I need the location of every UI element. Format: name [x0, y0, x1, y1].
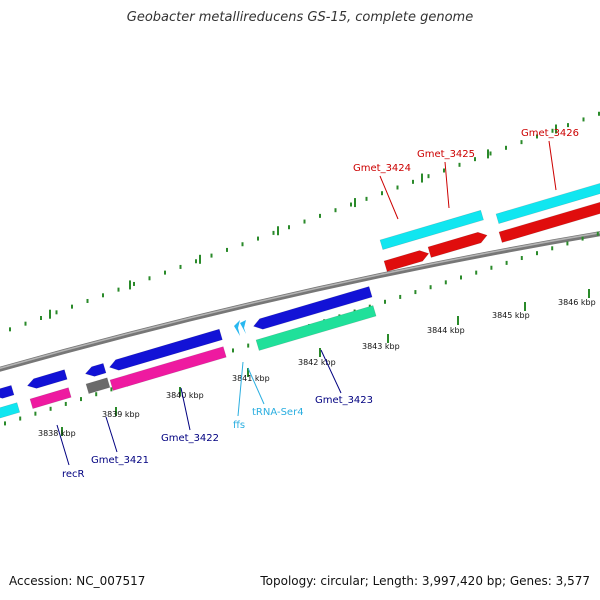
- genome-summary-text: Topology: circular; Length: 3,997,420 bp…: [260, 574, 590, 588]
- gene-feature-red: [383, 250, 430, 272]
- gene-label: Gmet_3422: [161, 433, 219, 444]
- label-leader-line: [247, 367, 265, 405]
- label-leader-line: [105, 416, 118, 453]
- gene-feature-blue: [253, 286, 373, 330]
- gene-feature-green: [255, 305, 377, 351]
- gene-feature-blue: [84, 362, 107, 377]
- trna-feature-tRNA-Ser4: [240, 320, 246, 334]
- gene-label: Gmet_3423: [315, 395, 373, 406]
- label-leader-line: [237, 361, 244, 417]
- gene-feature-cyan: [379, 209, 484, 250]
- gene-feature-pink: [109, 346, 227, 391]
- label-leader-line: [444, 161, 450, 209]
- gene-feature-cyan: [0, 402, 21, 419]
- scale-tick-label: 3843 kbp: [362, 342, 400, 351]
- gene-label: Gmet_3426: [521, 128, 579, 139]
- gene-label: Gmet_3424: [353, 163, 411, 174]
- gene-label: Gmet_3425: [417, 149, 475, 160]
- trna-feature-ffs: [234, 320, 240, 336]
- gene-feature-blue: [0, 384, 15, 399]
- scale-tick-label: 3844 kbp: [427, 326, 465, 335]
- gene-feature-pink: [29, 387, 72, 409]
- gene-label: recR: [62, 469, 85, 480]
- label-leader-line: [379, 175, 399, 220]
- gene-feature-red: [498, 201, 600, 243]
- label-leader-line: [180, 387, 191, 431]
- scale-tick-label: 3841 kbp: [232, 374, 270, 383]
- gene-label: ffs: [233, 420, 245, 431]
- label-leader-line: [320, 349, 342, 394]
- genome-backbone-highlight: [0, 231, 600, 369]
- label-leader-line: [56, 424, 70, 466]
- genome-backbone: [0, 231, 600, 372]
- scale-tick-label: 3840 kbp: [166, 391, 204, 400]
- gene-feature-red: [427, 231, 488, 258]
- gene-feature-blue: [26, 369, 68, 389]
- gene-feature-blue: [109, 328, 223, 371]
- gene-feature-gray: [85, 377, 111, 394]
- gene-label: tRNA-Ser4: [252, 407, 304, 418]
- gene-label: Gmet_3421: [91, 455, 149, 466]
- accession-text: Accession: NC_007517: [9, 574, 146, 588]
- scale-tick-label: 3846 kbp: [558, 298, 596, 307]
- scale-tick-label: 3842 kbp: [298, 358, 336, 367]
- label-leader-line: [548, 140, 557, 191]
- gene-feature-cyan: [495, 183, 600, 224]
- scale-tick-label: 3839 kbp: [102, 410, 140, 419]
- scale-tick-label: 3838 kbp: [38, 429, 76, 438]
- map-title: Geobacter metallireducens GS-15, complet…: [126, 10, 474, 25]
- scale-tick-label: 3845 kbp: [492, 311, 530, 320]
